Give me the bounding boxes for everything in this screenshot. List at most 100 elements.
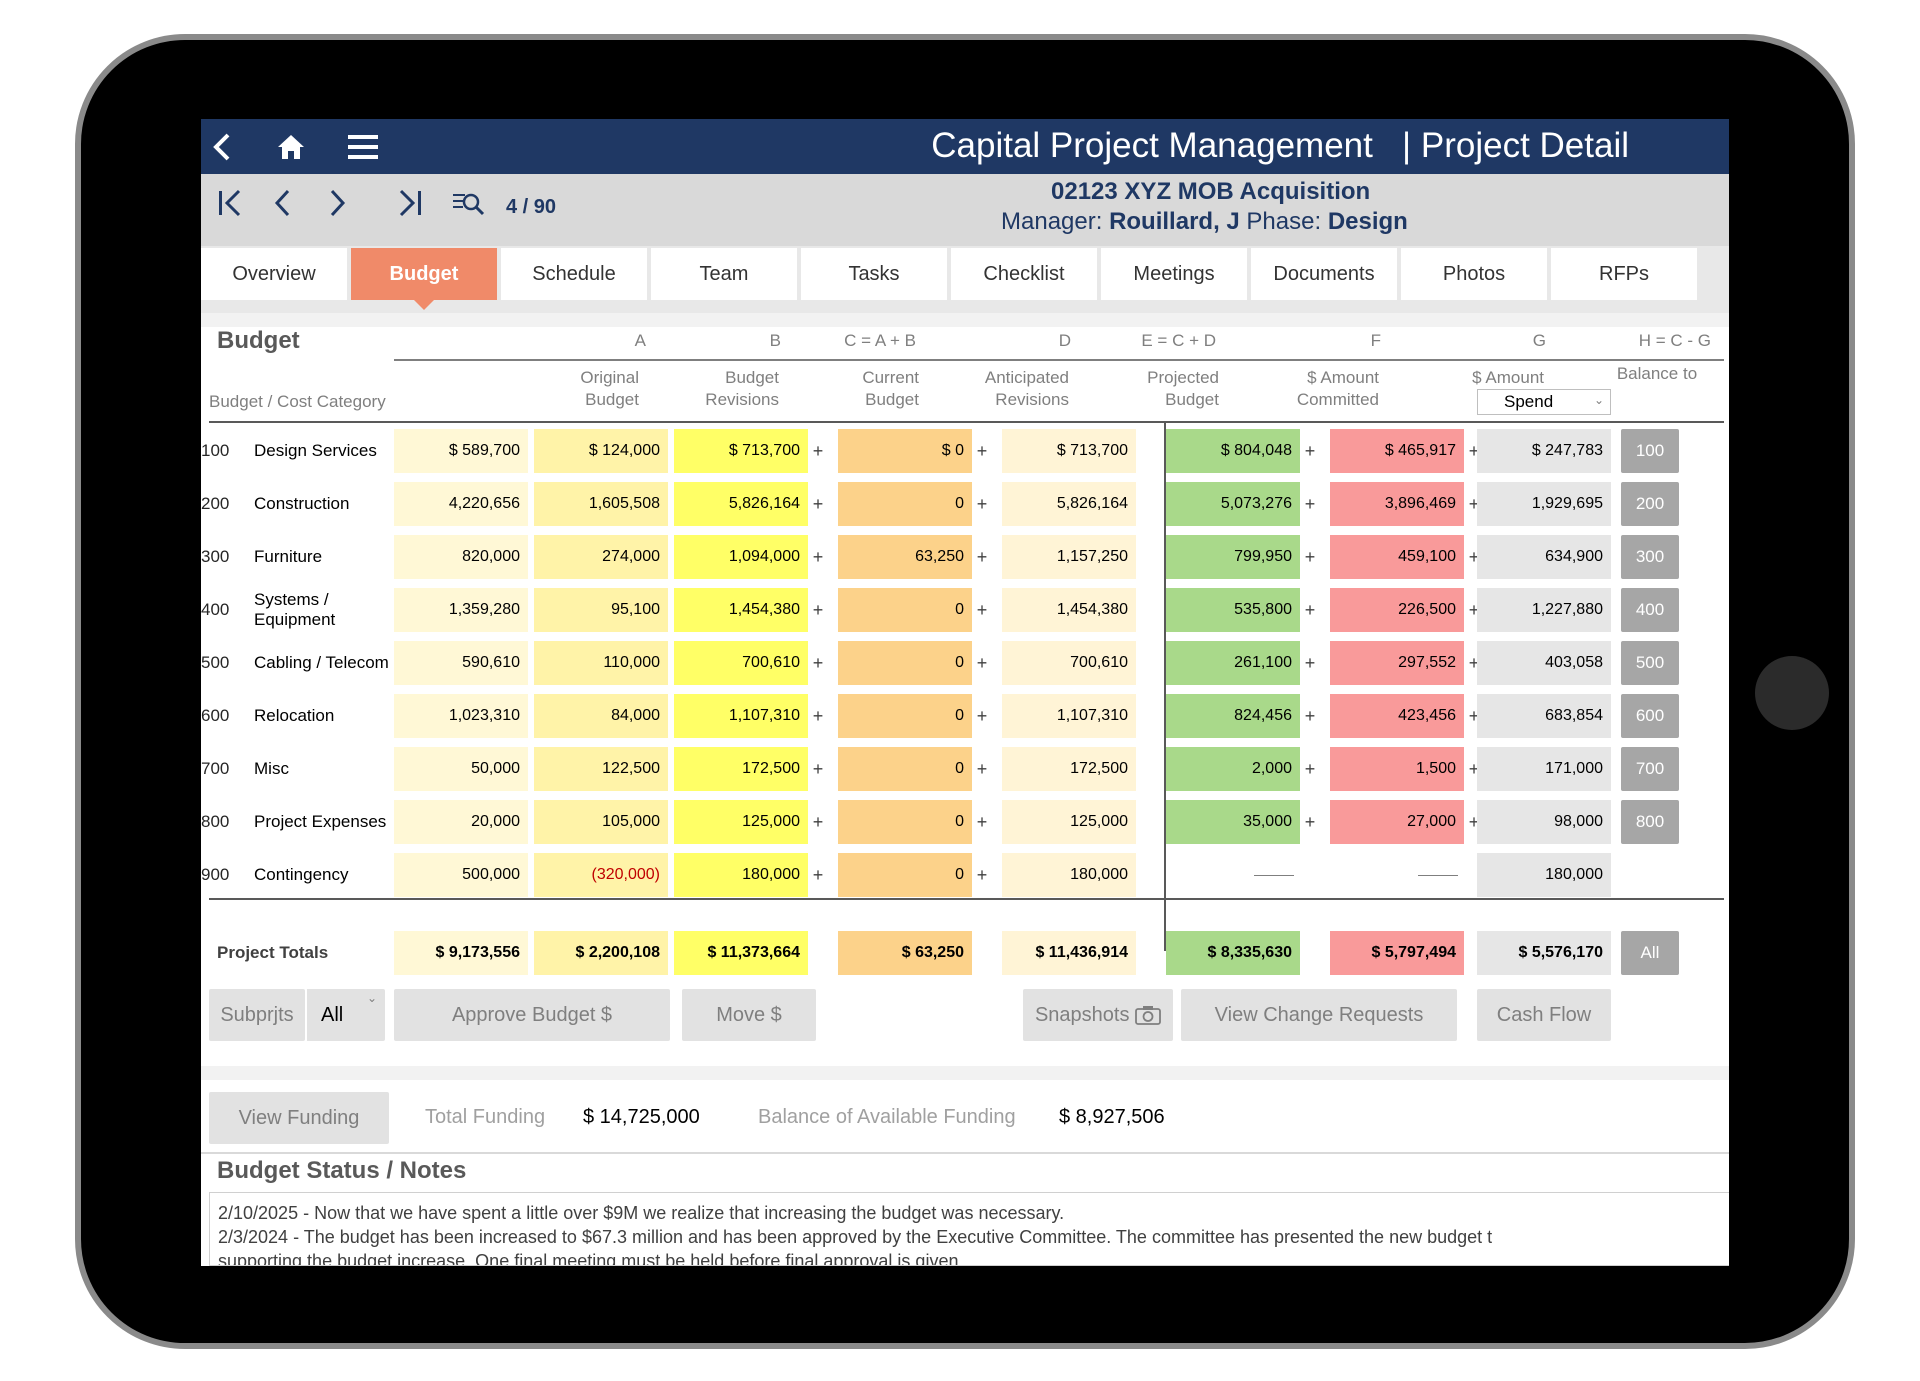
search-list-icon[interactable] — [451, 188, 487, 229]
budget-revisions-cell: 1,605,508 — [534, 482, 668, 526]
add-icon[interactable]: + — [812, 653, 824, 673]
original-budget-cell: 4,220,656 — [394, 482, 528, 526]
project-number: 02123 — [1051, 178, 1118, 205]
anticipated-revisions-cell[interactable]: 0 — [838, 853, 972, 897]
add-icon[interactable]: + — [1304, 759, 1316, 779]
tab-photos[interactable]: Photos — [1401, 248, 1547, 300]
add-icon[interactable]: + — [812, 759, 824, 779]
view-funding-button[interactable]: View Funding — [209, 1092, 389, 1144]
tab-budget[interactable]: Budget — [351, 248, 497, 310]
anticipated-revisions-cell[interactable]: 0 — [838, 747, 972, 791]
tab-rfps[interactable]: RFPs — [1551, 248, 1697, 300]
approve-budget-button[interactable]: Approve Budget $ — [394, 989, 670, 1041]
col-f-formula: F — [1370, 331, 1381, 350]
anticipated-revisions-cell[interactable]: 0 — [838, 641, 972, 685]
committed-divider — [1164, 421, 1166, 951]
balance-to-spend-cell: 171,000 — [1477, 747, 1611, 791]
total-balance: $ 5,576,170 — [1477, 931, 1611, 975]
anticipated-revisions-cell[interactable]: 63,250 — [838, 535, 972, 579]
add-icon[interactable]: + — [976, 494, 988, 514]
anticipated-revisions-cell[interactable]: $ 0 — [838, 429, 972, 473]
add-icon[interactable]: + — [1468, 812, 1480, 832]
category-detail-button[interactable]: 300 — [1621, 535, 1679, 579]
category-detail-button[interactable]: 500 — [1621, 641, 1679, 685]
add-icon[interactable]: + — [1304, 494, 1316, 514]
add-icon[interactable]: + — [1468, 653, 1480, 673]
add-icon[interactable]: + — [812, 812, 824, 832]
add-icon[interactable]: + — [976, 812, 988, 832]
add-icon[interactable]: + — [976, 706, 988, 726]
add-icon[interactable]: + — [812, 865, 824, 885]
tab-documents[interactable]: Documents — [1251, 248, 1397, 300]
add-icon[interactable]: + — [1304, 547, 1316, 567]
current-budget-cell: 1,454,380 — [674, 588, 808, 632]
projected-budget-cell: 1,107,310 — [1002, 694, 1136, 738]
category-detail-button[interactable]: 800 — [1621, 800, 1679, 844]
anticipated-revisions-cell[interactable]: 0 — [838, 800, 972, 844]
app-title-text: Capital Project Management — [931, 126, 1373, 165]
category-detail-button[interactable]: 700 — [1621, 747, 1679, 791]
add-icon[interactable]: + — [976, 600, 988, 620]
all-categories-button[interactable]: All — [1621, 931, 1679, 975]
category-detail-button[interactable]: 600 — [1621, 694, 1679, 738]
add-icon[interactable]: + — [1304, 600, 1316, 620]
prev-record-icon[interactable] — [273, 188, 293, 229]
subprojects-select[interactable]: All ⌄ — [305, 989, 385, 1041]
first-record-icon[interactable] — [217, 188, 243, 229]
tab-schedule[interactable]: Schedule — [501, 248, 647, 300]
add-icon[interactable]: + — [1468, 441, 1480, 461]
tab-team[interactable]: Team — [651, 248, 797, 300]
add-icon[interactable]: + — [812, 706, 824, 726]
home-icon[interactable] — [271, 127, 311, 167]
category-detail-button[interactable]: 400 — [1621, 588, 1679, 632]
amount-committed-cell: 799,950 — [1166, 535, 1300, 579]
snapshots-button[interactable]: Snapshots — [1023, 989, 1173, 1041]
add-icon[interactable]: + — [1304, 706, 1316, 726]
anticipated-revisions-cell[interactable]: 0 — [838, 482, 972, 526]
phase-label: Phase: — [1246, 208, 1322, 235]
add-icon[interactable]: + — [812, 547, 824, 567]
balance-to-spend-cell: 1,227,880 — [1477, 588, 1611, 632]
tab-overview[interactable]: Overview — [201, 248, 347, 300]
amount-committed-cell: 5,073,276 — [1166, 482, 1300, 526]
col-d-header: Anticipated Revisions — [941, 367, 1069, 411]
back-icon[interactable] — [203, 127, 241, 167]
add-icon[interactable]: + — [1468, 494, 1480, 514]
category-detail-button[interactable]: 100 — [1621, 429, 1679, 473]
anticipated-revisions-cell[interactable]: 0 — [838, 694, 972, 738]
category-code: 900 — [201, 865, 230, 884]
tab-tasks[interactable]: Tasks — [801, 248, 947, 300]
tab-checklist[interactable]: Checklist — [951, 248, 1097, 300]
add-icon[interactable]: + — [812, 494, 824, 514]
category-detail-button[interactable]: 200 — [1621, 482, 1679, 526]
anticipated-revisions-cell[interactable]: 0 — [838, 588, 972, 632]
add-icon[interactable]: + — [976, 653, 988, 673]
note-line: 2/3/2024 - The budget has been increased… — [218, 1227, 1493, 1247]
add-icon[interactable]: + — [812, 441, 824, 461]
add-icon[interactable]: + — [976, 759, 988, 779]
add-icon[interactable]: + — [1468, 706, 1480, 726]
add-icon[interactable]: + — [812, 600, 824, 620]
add-icon[interactable]: + — [976, 441, 988, 461]
notes-textarea[interactable]: 2/10/2025 - Now that we have spent a lit… — [209, 1192, 1729, 1266]
view-change-requests-button[interactable]: View Change Requests — [1181, 989, 1457, 1041]
tablet-home-button[interactable] — [1755, 656, 1829, 730]
last-record-icon[interactable] — [397, 188, 423, 229]
tab-meetings[interactable]: Meetings — [1101, 248, 1247, 300]
current-budget-cell: 125,000 — [674, 800, 808, 844]
balance-to-select[interactable]: Spend ⌄ — [1477, 389, 1611, 415]
move-funds-button[interactable]: Move $ — [682, 989, 816, 1041]
col-b-line1: Budget — [725, 368, 779, 387]
add-icon[interactable]: + — [1468, 547, 1480, 567]
add-icon[interactable]: + — [976, 547, 988, 567]
hamburger-menu-icon[interactable] — [343, 127, 383, 167]
add-icon[interactable]: + — [1468, 600, 1480, 620]
record-counter: 4 / 90 — [506, 196, 557, 218]
next-record-icon[interactable] — [327, 188, 347, 229]
add-icon[interactable]: + — [1304, 812, 1316, 832]
cash-flow-button[interactable]: Cash Flow — [1477, 989, 1611, 1041]
add-icon[interactable]: + — [1304, 653, 1316, 673]
add-icon[interactable]: + — [1468, 759, 1480, 779]
add-icon[interactable]: + — [976, 865, 988, 885]
add-icon[interactable]: + — [1304, 441, 1316, 461]
